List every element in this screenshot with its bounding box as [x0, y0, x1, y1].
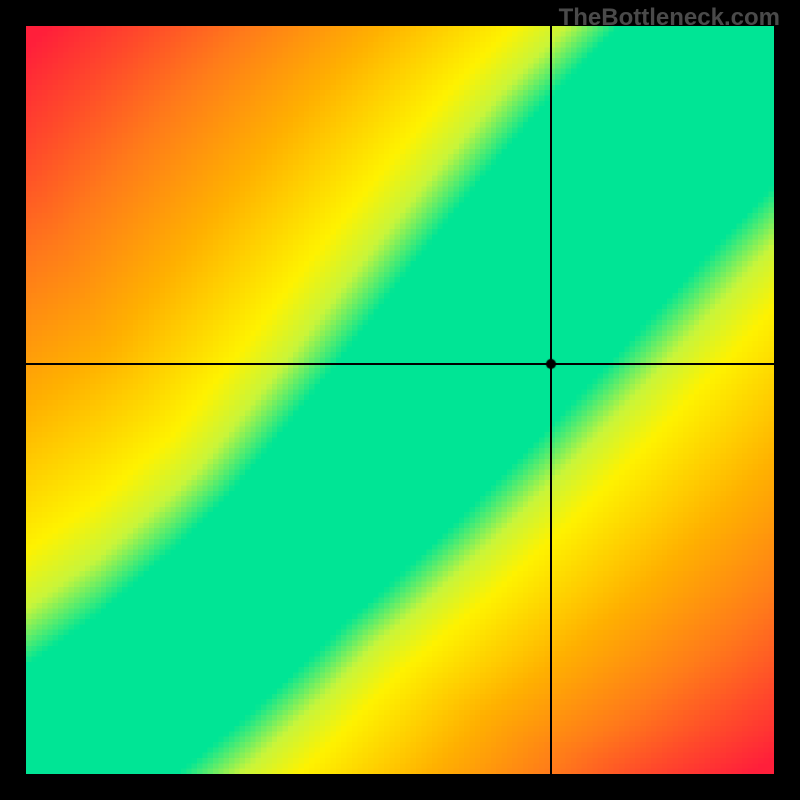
- watermark-text: TheBottleneck.com: [559, 4, 780, 32]
- crosshair-horizontal: [26, 363, 774, 365]
- crosshair-marker: [544, 357, 558, 371]
- bottleneck-heatmap: [26, 26, 774, 774]
- crosshair-vertical: [550, 26, 552, 774]
- chart-container: TheBottleneck.com: [0, 0, 800, 800]
